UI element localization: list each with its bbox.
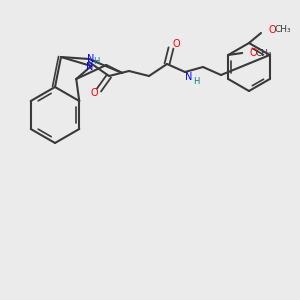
Text: CH₃: CH₃ [256, 49, 272, 58]
Text: N: N [87, 54, 94, 64]
Text: H: H [193, 77, 199, 86]
Text: N: N [86, 62, 94, 72]
Text: O: O [172, 39, 180, 49]
Text: O: O [249, 48, 257, 58]
Text: O: O [90, 88, 98, 98]
Text: N: N [185, 72, 193, 82]
Text: H: H [93, 58, 99, 67]
Text: CH₃: CH₃ [275, 26, 291, 34]
Text: O: O [268, 25, 276, 35]
